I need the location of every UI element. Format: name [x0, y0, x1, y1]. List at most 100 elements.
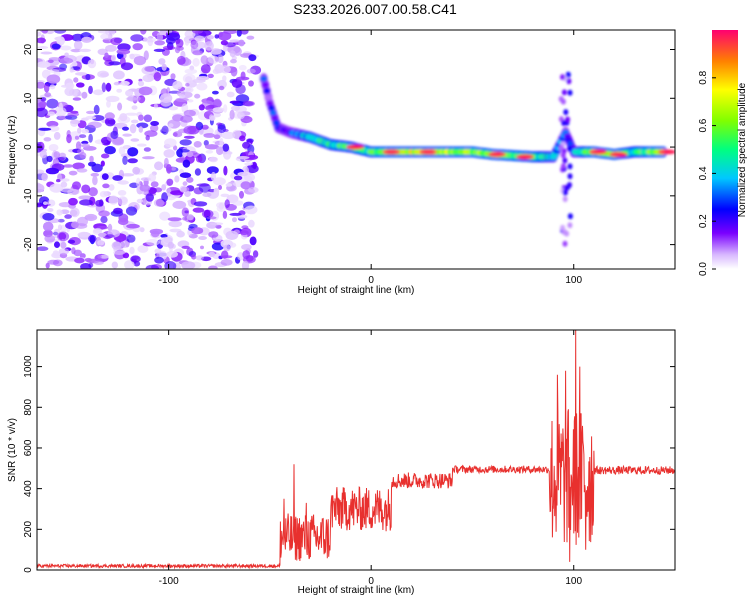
ridge-core	[271, 114, 279, 121]
noise-blob	[217, 31, 232, 41]
noise-blob	[84, 213, 98, 222]
noise-blob	[220, 259, 233, 266]
noise-blob	[74, 135, 80, 140]
spread-blob	[562, 196, 568, 203]
x-tick-label: 0	[368, 275, 374, 286]
noise-blob	[68, 170, 78, 176]
noise-blob	[41, 30, 48, 34]
noise-blob	[154, 248, 162, 254]
noise-blob	[107, 119, 116, 125]
noise-blob	[124, 260, 135, 269]
noise-blob	[97, 254, 102, 259]
noise-blob	[245, 255, 254, 262]
noise-blob	[180, 149, 190, 153]
noise-blob	[153, 48, 166, 53]
noise-blob	[220, 193, 230, 198]
noise-blob	[187, 99, 194, 103]
colorbar-tick-label: 0.6	[698, 118, 709, 132]
noise-blob	[216, 122, 223, 126]
noise-blob	[185, 76, 193, 84]
noise-blob	[140, 30, 147, 35]
noise-blob	[67, 239, 76, 244]
noise-blob	[37, 169, 45, 175]
noise-blob	[58, 102, 63, 112]
noise-blob	[246, 35, 255, 40]
noise-blob	[117, 102, 123, 111]
noise-blob	[179, 172, 192, 178]
ridge-core	[269, 109, 277, 116]
noise-blob	[88, 85, 93, 95]
ridge-core	[268, 105, 275, 111]
noise-blob	[120, 80, 130, 86]
noise-blob	[185, 87, 194, 93]
noise-blob	[138, 126, 143, 133]
noise-blob	[49, 84, 56, 90]
noise-blob	[136, 122, 149, 129]
noise-blob	[229, 50, 236, 58]
noise-blob	[60, 178, 70, 182]
x-tick-label: -100	[159, 576, 179, 587]
noise-blob	[46, 98, 59, 109]
noise-blob	[225, 183, 233, 187]
noise-blob	[142, 156, 155, 160]
noise-blob	[72, 61, 78, 67]
noise-blob	[173, 145, 178, 151]
noise-blob	[101, 173, 109, 181]
noise-blob	[81, 184, 91, 194]
spread-blob	[567, 173, 573, 180]
noise-blob	[108, 195, 119, 205]
noise-blob	[148, 173, 157, 182]
spectrogram-noise-blobs	[37, 30, 262, 269]
colorbar-tick-label: 0.0	[698, 262, 709, 276]
noise-blob	[44, 92, 52, 98]
x-tick-label: 0	[368, 576, 374, 587]
noise-blob	[37, 183, 45, 193]
noise-blob	[212, 90, 219, 95]
noise-blob	[186, 151, 194, 158]
noise-blob	[241, 260, 250, 269]
noise-blob	[237, 172, 248, 177]
noise-blob	[237, 252, 245, 261]
spread-blob	[565, 116, 571, 123]
noise-blob	[110, 37, 122, 46]
noise-blob	[232, 217, 237, 223]
spread-blob	[560, 152, 566, 159]
noise-blob	[179, 139, 192, 146]
noise-blob	[168, 123, 174, 128]
noise-blob	[73, 249, 83, 257]
snr-panel: -100 0 100 0 200 400 600 800 1000 Height of str…	[7, 329, 676, 596]
noise-blob	[190, 40, 199, 50]
noise-blob	[43, 201, 48, 205]
y-tick-label: 0	[23, 567, 34, 573]
noise-blob	[45, 167, 60, 175]
noise-blob	[93, 228, 103, 234]
noise-blob	[98, 232, 107, 237]
noise-blob	[105, 82, 112, 92]
noise-blob	[89, 155, 94, 163]
noise-blob	[196, 76, 210, 81]
y-tick-label: 1000	[23, 355, 34, 378]
noise-blob	[73, 77, 79, 83]
noise-blob	[57, 218, 65, 223]
spread-blob	[565, 71, 571, 78]
noise-blob	[49, 183, 64, 193]
noise-blob	[147, 38, 154, 47]
noise-blob	[183, 109, 196, 117]
colorbar-tick-label: 0.2	[698, 214, 709, 228]
noise-blob	[51, 252, 63, 259]
noise-blob	[131, 105, 138, 110]
noise-blob	[118, 146, 126, 155]
noise-blob	[179, 94, 186, 99]
noise-blob	[104, 146, 116, 155]
spread-blob	[562, 189, 568, 196]
noise-blob	[117, 190, 127, 196]
noise-blob	[142, 74, 154, 83]
noise-blob	[176, 230, 185, 238]
noise-blob	[81, 128, 89, 134]
noise-blob	[78, 195, 92, 200]
noise-blob	[181, 207, 190, 217]
noise-blob	[132, 43, 143, 51]
y-tick-label: 10	[23, 92, 34, 104]
noise-blob	[47, 259, 60, 265]
noise-blob	[184, 38, 190, 46]
